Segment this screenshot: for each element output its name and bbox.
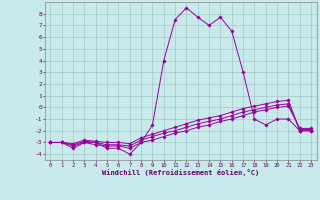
- X-axis label: Windchill (Refroidissement éolien,°C): Windchill (Refroidissement éolien,°C): [102, 169, 260, 176]
